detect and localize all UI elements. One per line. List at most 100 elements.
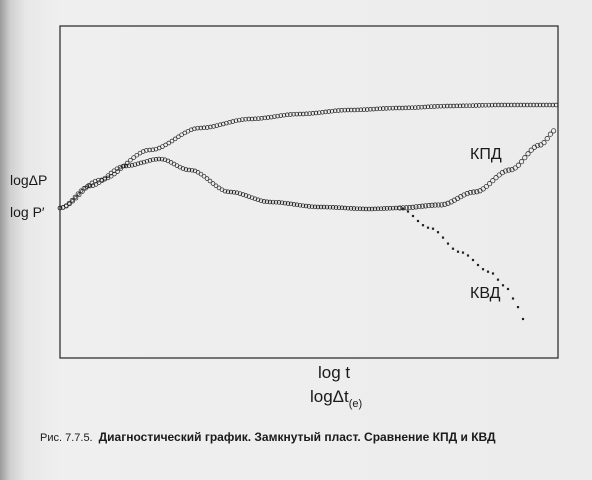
delta-p-marker (246, 116, 252, 122)
kpd-marker (435, 202, 441, 208)
derivative-marker (213, 183, 219, 189)
derivative-marker (141, 159, 147, 165)
delta-p-marker (304, 111, 309, 117)
kpd-marker (512, 165, 518, 171)
derivative-marker (357, 206, 363, 212)
kvd-marker (451, 247, 455, 250)
derivative-marker (159, 156, 165, 162)
delta-p-marker (380, 106, 386, 111)
delta-p-marker (281, 112, 287, 118)
derivative-marker (351, 206, 357, 211)
delta-p-marker (473, 103, 479, 108)
derivative-marker (108, 170, 114, 176)
derivative-marker (384, 206, 390, 211)
delta-p-marker (544, 102, 549, 108)
delta-p-marker (553, 102, 559, 108)
delta-p-marker (291, 111, 296, 117)
derivative-marker (324, 204, 330, 210)
kpd-marker (496, 172, 502, 178)
derivative-marker (138, 160, 144, 166)
derivative-marker (231, 190, 237, 195)
derivative-marker (183, 167, 189, 172)
derivative-marker (321, 204, 327, 210)
delta-p-marker (316, 110, 322, 115)
delta-p-marker (240, 117, 245, 122)
delta-p-marker (371, 106, 376, 112)
delta-p-marker (400, 105, 405, 111)
delta-p-marker (67, 201, 72, 207)
plot-frame (59, 25, 559, 359)
derivative-marker (255, 197, 261, 203)
derivative-marker (387, 206, 393, 211)
kvd-marker (401, 207, 405, 210)
delta-p-marker (464, 103, 469, 108)
kvd-marker (501, 284, 505, 287)
delta-p-marker (70, 198, 76, 204)
derivative-marker (375, 206, 381, 212)
delta-p-marker (515, 102, 520, 108)
derivative-marker (282, 200, 288, 206)
delta-p-marker (425, 104, 431, 110)
delta-p-marker (166, 140, 172, 146)
kpd-marker (403, 205, 409, 211)
delta-p-marker (355, 107, 360, 113)
delta-p-marker (364, 107, 370, 112)
delta-p-marker (262, 115, 268, 121)
kpd-marker (538, 142, 544, 148)
delta-p-marker (339, 108, 344, 113)
y-axis-label-derivative: log P′ (10, 204, 45, 220)
delta-p-marker (230, 119, 236, 124)
derivative-marker (72, 194, 78, 200)
derivative-marker (345, 205, 351, 211)
x-axis-label-main: logΔt (310, 387, 349, 406)
delta-p-marker (451, 103, 456, 109)
derivative-marker (285, 201, 291, 206)
x-axis-label-log-t: log t (318, 363, 351, 382)
derivative-marker (135, 161, 141, 167)
derivative-marker (153, 157, 159, 162)
kpd-marker (547, 131, 553, 137)
kvd-marker (446, 242, 450, 245)
derivative-marker (249, 195, 255, 200)
delta-p-marker (409, 105, 415, 110)
delta-p-marker (336, 108, 341, 113)
delta-p-marker (499, 102, 504, 108)
kvd-marker (491, 272, 495, 275)
delta-p-marker (272, 114, 277, 119)
delta-p-marker (176, 134, 181, 140)
delta-p-marker (329, 108, 335, 114)
delta-p-marker (361, 107, 367, 112)
delta-p-marker (326, 109, 332, 114)
kpd-marker (407, 205, 413, 211)
delta-p-marker (310, 111, 316, 116)
derivative-marker (228, 189, 234, 195)
delta-p-marker (204, 125, 210, 130)
kvd-marker (421, 224, 425, 227)
delta-p-marker (502, 102, 508, 108)
delta-p-marker (368, 107, 373, 112)
kvd-marker (506, 287, 510, 291)
derivative-marker (369, 206, 375, 212)
delta-p-marker (390, 105, 396, 111)
derivative-marker (372, 206, 378, 212)
delta-p-marker (284, 112, 290, 118)
delta-p-marker (294, 111, 300, 117)
derivative-marker (99, 178, 105, 183)
kpd-marker (432, 202, 438, 208)
derivative-marker (243, 193, 249, 198)
x-axis-label-log-delta-t: logΔt(e) (310, 387, 362, 410)
delta-p-marker (480, 103, 485, 108)
derivative-marker (303, 203, 309, 209)
derivative-marker (69, 198, 75, 203)
derivative-marker (348, 206, 354, 211)
delta-p-marker (220, 121, 226, 127)
derivative-marker (222, 188, 228, 194)
kpd-marker (442, 201, 448, 207)
kpd-marker (416, 204, 422, 210)
delta-p-marker (428, 104, 434, 109)
delta-p-marker (297, 111, 303, 117)
kpd-marker (413, 204, 419, 210)
delta-p-marker (147, 147, 152, 153)
kpd-marker (515, 162, 521, 168)
kvd-marker (406, 210, 410, 213)
